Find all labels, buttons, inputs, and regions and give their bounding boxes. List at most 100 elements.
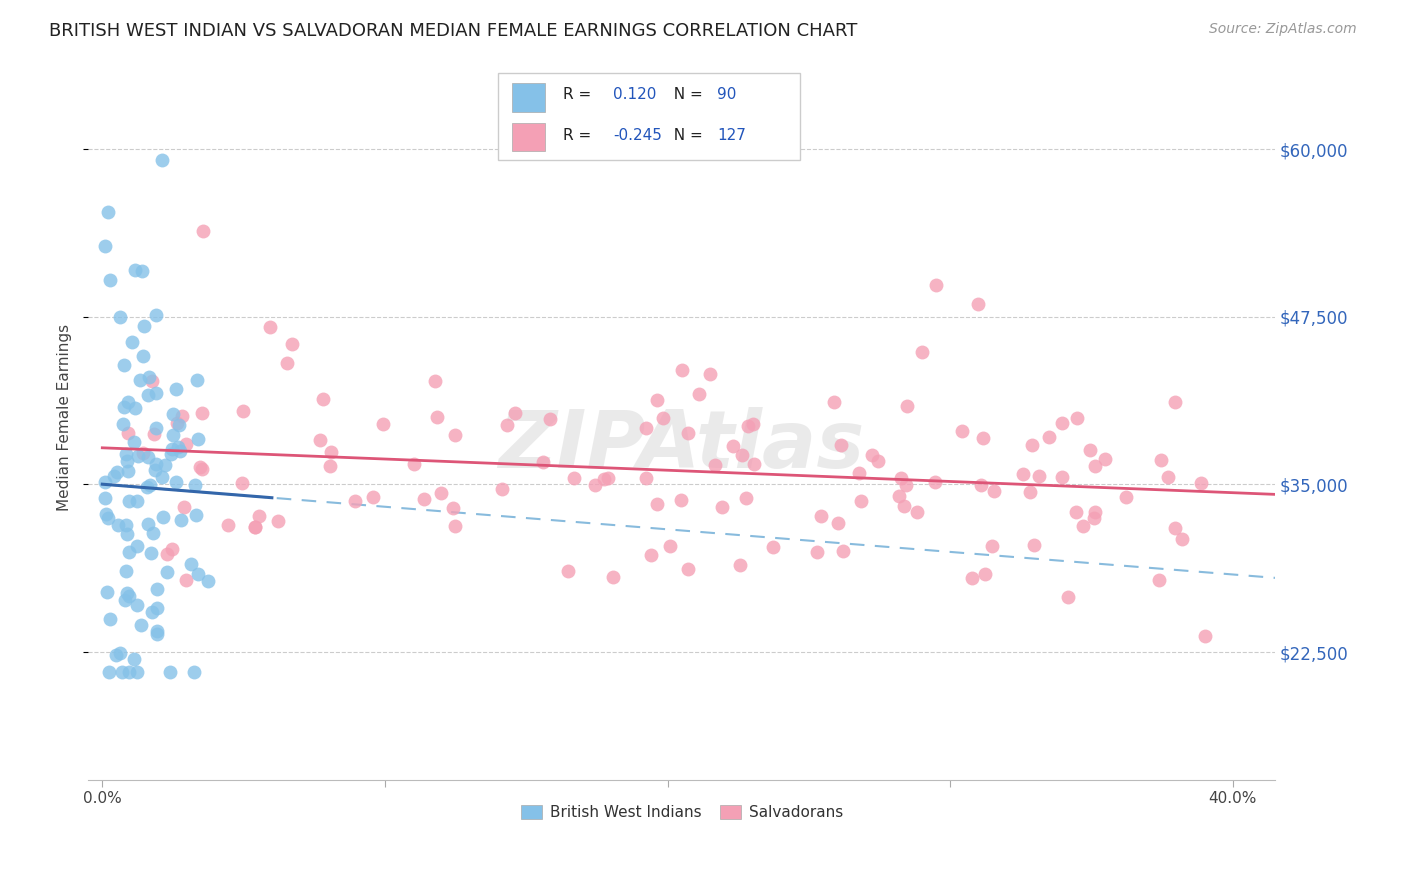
Point [671,363,693,377]
Point [496,418,519,433]
Point [191,462,214,476]
Point [731,448,754,462]
Point [94,491,117,505]
Point [129,618,152,632]
Text: 127: 127 [717,128,747,144]
Point [115,564,138,578]
Point [136,388,159,402]
Point [186,508,208,523]
Point [741,417,763,432]
Point [583,478,606,492]
Point [146,582,169,596]
Point [887,489,910,503]
Point [166,417,188,431]
Point [138,370,160,384]
Point [636,421,658,435]
Point [121,335,143,350]
Point [735,491,758,505]
Point [243,520,266,534]
Point [827,516,849,530]
Point [806,544,828,558]
Point [115,518,138,533]
Point [141,605,163,619]
Point [136,480,159,494]
Point [118,493,141,508]
Point [188,459,211,474]
Point [159,447,181,461]
Point [165,382,187,396]
Point [1150,452,1173,467]
Point [969,478,991,492]
Point [1147,573,1170,587]
Point [129,373,152,387]
Point [187,567,209,582]
Text: R =: R = [562,87,600,102]
Point [905,505,928,519]
Point [1194,629,1216,643]
Point [114,447,136,461]
Point [318,458,340,473]
Point [167,418,190,433]
Point [426,409,449,424]
Point [742,457,765,471]
Point [117,425,139,440]
Point [141,546,163,560]
Point [557,565,579,579]
Point [1050,417,1073,431]
Point [124,263,146,277]
Point [658,539,681,553]
Point [98,612,121,626]
Point [896,477,918,491]
Point [413,491,436,506]
Point [152,509,174,524]
Point [112,358,135,372]
Point [111,665,134,680]
Point [1012,467,1035,481]
Point [924,475,946,489]
Point [127,449,149,463]
Point [960,571,983,585]
Point [737,418,759,433]
Point [107,517,129,532]
Text: R =: R = [562,128,596,144]
Point [1066,410,1088,425]
Y-axis label: Median Female Earnings: Median Female Earnings [58,324,72,511]
Point [141,374,163,388]
Point [105,648,128,663]
Point [232,404,254,418]
Point [1038,429,1060,443]
Point [142,526,165,541]
Point [503,406,526,420]
Point [531,455,554,469]
Point [184,478,207,492]
Point [925,278,948,293]
Point [162,427,184,442]
Point [139,477,162,491]
Point [145,421,167,435]
Point [156,547,179,561]
Point [669,493,692,508]
Point [117,464,139,478]
Point [124,434,146,449]
Point [146,627,169,641]
Point [165,475,187,489]
FancyBboxPatch shape [512,122,546,152]
Point [125,539,148,553]
Point [117,394,139,409]
Point [150,153,173,168]
Point [441,501,464,516]
Point [138,450,160,465]
Point [98,273,121,287]
Point [111,417,134,432]
Point [143,463,166,477]
Point [114,592,136,607]
Point [217,518,239,533]
Point [103,468,125,483]
Point [115,453,138,467]
Point [640,549,662,563]
Point [308,433,330,447]
Point [823,394,845,409]
Legend: British West Indians, Salvadorans: British West Indians, Salvadorans [515,798,849,826]
Point [1028,469,1050,483]
Point [174,574,197,588]
